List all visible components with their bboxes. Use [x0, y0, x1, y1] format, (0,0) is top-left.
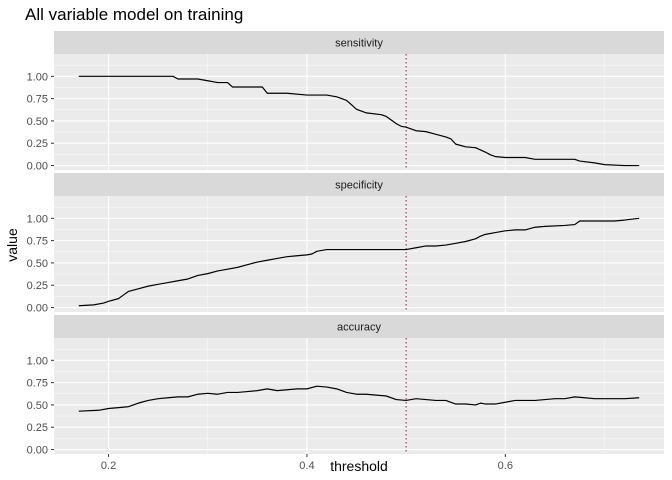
- y-tick-label: 0.75: [27, 94, 48, 106]
- series-line-accuracy: [78, 385, 640, 412]
- panel-background: [54, 54, 664, 170]
- y-tick-label: 0.00: [27, 161, 48, 173]
- y-tick-label: 0.50: [27, 116, 48, 128]
- panel-background: [54, 338, 664, 454]
- y-tick-label: 1.00: [27, 71, 48, 83]
- y-tick-label: 0.00: [27, 445, 48, 457]
- facet-strip: [54, 31, 664, 54]
- facet-panels: sensitivity0.000.250.500.751.00specifici…: [27, 31, 664, 457]
- y-tick-label: 0.25: [27, 138, 48, 150]
- facet-strip-label: specificity: [335, 180, 383, 192]
- series-line-specificity: [78, 217, 640, 307]
- x-tick-label: 0.4: [299, 460, 314, 472]
- y-tick-label: 0.25: [27, 422, 48, 434]
- y-tick-label: 0.75: [27, 378, 48, 390]
- facet-accuracy: accuracy 0.00 0.25 0.50 0.75 1.00: [27, 315, 664, 457]
- chart-title: All variable model on training: [25, 5, 243, 24]
- y-tick-label: 0.25: [27, 280, 48, 292]
- facet-strip-label: sensitivity: [335, 38, 383, 50]
- facet-strip: [54, 315, 664, 338]
- facet-specificity: specificity 0.00 0.25 0.50 0.75 1.00: [27, 173, 664, 315]
- y-tick-label: 0.00: [27, 303, 48, 315]
- y-tick-label: 1.00: [27, 213, 48, 225]
- panel-background: [54, 196, 664, 312]
- facet-strip-label: accuracy: [337, 322, 382, 334]
- series-line-sensitivity: [78, 75, 640, 167]
- y-tick-label: 0.50: [27, 258, 48, 270]
- y-tick-label: 1.00: [27, 355, 48, 367]
- facet-strip: [54, 173, 664, 196]
- y-tick-label: 0.75: [27, 236, 48, 248]
- x-axis-title: threshold: [330, 458, 388, 474]
- facet-sensitivity: sensitivity 0.00 0.25 0.50 0.75 1.00: [27, 31, 664, 173]
- y-axis-title: value: [4, 228, 20, 262]
- y-tick-label: 0.50: [27, 400, 48, 412]
- x-tick-label: 0.2: [101, 460, 116, 472]
- x-axis: 0.2 0.4 0.6: [101, 454, 513, 472]
- x-tick-label: 0.6: [498, 460, 513, 472]
